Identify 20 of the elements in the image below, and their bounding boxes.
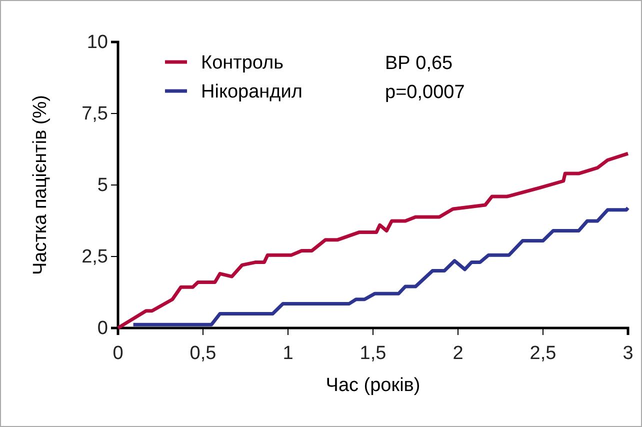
x-tick-label: 0 [112, 342, 124, 364]
x-axis-title: Час (років) [326, 375, 420, 396]
legend-label: Нікорандил [201, 82, 302, 103]
x-tick-label: 2 [452, 342, 464, 364]
x-tick-label: 3 [622, 342, 634, 364]
annotation: ВР 0,65 [385, 53, 453, 74]
y-tick-label: 2,5 [82, 246, 108, 268]
x-tick-label: 1,5 [360, 342, 386, 364]
y-axis-title: Частка пацієнтів (%) [30, 95, 51, 275]
line-series [116, 152, 630, 330]
line-series [132, 206, 630, 326]
y-tick-label: 7,5 [82, 104, 108, 125]
x-tick-label: 0,5 [190, 342, 216, 364]
legend-label: Контроль [201, 52, 284, 74]
y-tick-label: 5 [97, 175, 108, 196]
y-tick-label: 10 [86, 32, 108, 54]
y-tick-label: 0 [97, 318, 108, 340]
x-tick-label: 1 [282, 342, 294, 364]
annotation: p=0,0007 [385, 82, 465, 103]
x-tick-label: 2,5 [530, 342, 556, 364]
